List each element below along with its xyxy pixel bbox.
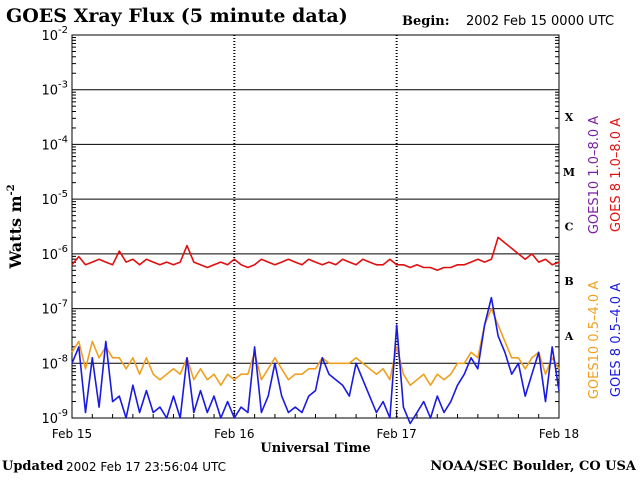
series-line-0 (71, 236, 560, 272)
updated-value: 2002 Feb 17 23:56:04 UTC (66, 460, 226, 474)
y-tick-label: 10-9 (41, 408, 68, 427)
legend-goes10-long: GOES10 1.0–8.0 A (587, 116, 602, 234)
updated-label: Updated (2, 459, 64, 474)
series-line-1 (71, 307, 560, 387)
x-tick-label: Feb 18 (539, 427, 579, 441)
flare-class-c: C (565, 221, 574, 234)
x-tick-label: Feb 15 (52, 427, 92, 441)
flare-class-a: A (564, 330, 574, 343)
y-tick-label: 10-4 (41, 134, 68, 153)
begin-label: Begin: (402, 14, 450, 29)
series-line-2 (71, 296, 560, 425)
flare-class-m: M (563, 166, 575, 179)
y-axis-label: Watts m-2 (6, 184, 25, 269)
y-tick-label: 10-7 (41, 299, 68, 318)
begin-value: 2002 Feb 15 0000 UTC (466, 14, 615, 29)
y-tick-label: 10-8 (41, 353, 68, 372)
y-tick-label: 10-6 (41, 244, 68, 263)
flare-class-b: B (564, 275, 573, 288)
flare-class-x: X (565, 111, 574, 124)
y-tick-label: 10-2 (41, 25, 68, 44)
credit-line: NOAA/SEC Boulder, CO USA (430, 459, 636, 474)
y-tick-label: 10-3 (41, 80, 68, 99)
legend-goes8-short: GOES 8 0.5–4.0 A (609, 283, 624, 397)
legend-goes10-short: GOES10 0.5–4.0 A (587, 281, 602, 399)
x-tick-label: Feb 16 (214, 427, 254, 441)
x-tick-label: Feb 17 (376, 427, 416, 441)
legend-goes8-long: GOES 8 1.0–8.0 A (609, 118, 624, 232)
chart-title: GOES Xray Flux (5 minute data) (6, 5, 348, 27)
x-axis-label: Universal Time (260, 441, 370, 456)
y-tick-label: 10-5 (41, 189, 68, 208)
